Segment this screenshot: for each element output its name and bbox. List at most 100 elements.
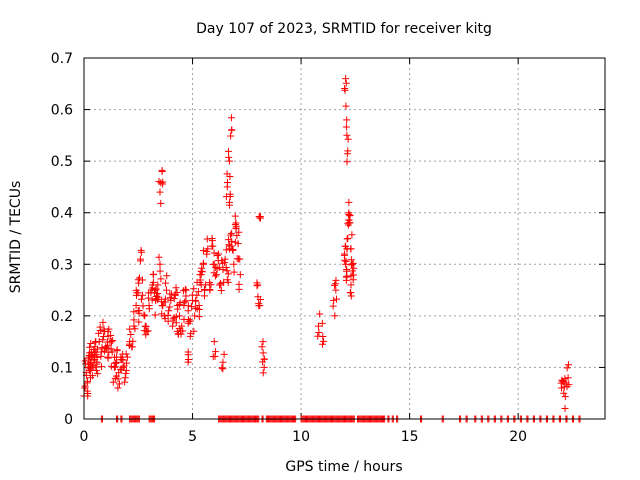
data-point xyxy=(347,288,355,296)
data-point xyxy=(87,374,95,382)
data-point xyxy=(94,370,102,378)
data-point xyxy=(171,290,179,298)
data-point xyxy=(92,366,100,374)
data-point xyxy=(220,350,228,358)
data-point xyxy=(223,179,231,187)
data-point xyxy=(132,302,140,310)
data-point xyxy=(346,212,354,220)
data-point xyxy=(259,338,267,346)
data-point xyxy=(169,322,177,330)
data-point xyxy=(332,286,340,294)
data-point xyxy=(172,313,180,321)
data-point xyxy=(206,286,214,294)
data-point xyxy=(260,355,268,363)
data-point xyxy=(199,259,207,267)
data-point xyxy=(119,356,127,364)
data-point xyxy=(561,405,569,413)
data-point xyxy=(92,350,100,358)
axis-ticks: 0 0.1 0.2 0.3 0.4 0.5 0.6 0.7 0 5 10 15 20 xyxy=(51,51,605,445)
data-point xyxy=(86,360,94,368)
data-point xyxy=(228,237,236,245)
data-point xyxy=(158,166,166,174)
data-point xyxy=(342,123,350,131)
data-point xyxy=(342,273,350,281)
data-point xyxy=(345,198,353,206)
data-point xyxy=(259,349,267,357)
data-point xyxy=(350,271,358,279)
data-point xyxy=(181,285,189,293)
data-point xyxy=(223,170,231,178)
data-point xyxy=(192,297,200,305)
data-point xyxy=(219,365,227,373)
data-point xyxy=(210,338,218,346)
data-point xyxy=(156,260,164,268)
data-point xyxy=(161,295,169,303)
data-point xyxy=(176,312,184,320)
y-tick-label: 0.1 xyxy=(51,360,73,376)
data-point xyxy=(343,116,351,124)
data-point xyxy=(195,306,203,314)
data-point xyxy=(343,235,351,243)
y-tick-label: 0.6 xyxy=(51,103,73,119)
data-point xyxy=(184,358,192,366)
data-point xyxy=(258,343,266,351)
data-point xyxy=(347,292,355,300)
data-point xyxy=(199,247,207,255)
data-point xyxy=(157,199,165,207)
data-point xyxy=(139,291,147,299)
data-point xyxy=(108,348,116,356)
data-point xyxy=(109,337,117,345)
data-point xyxy=(155,253,163,261)
data-point xyxy=(96,326,104,334)
data-point xyxy=(236,255,244,263)
data-point xyxy=(347,281,355,289)
data-point xyxy=(562,379,570,387)
data-point xyxy=(225,201,233,209)
data-point xyxy=(191,312,199,320)
plot-frame xyxy=(83,57,606,420)
data-point xyxy=(99,318,107,326)
y-tick-label: 0.4 xyxy=(51,206,73,222)
data-point xyxy=(341,85,349,93)
x-tick-label: 5 xyxy=(188,429,197,445)
data-point xyxy=(316,310,324,318)
data-point xyxy=(152,286,160,294)
data-point xyxy=(253,282,261,290)
data-point xyxy=(178,322,186,330)
data-point xyxy=(152,285,160,293)
y-tick-label: 0 xyxy=(64,412,73,428)
data-point xyxy=(135,309,143,317)
data-point xyxy=(219,358,227,366)
data-point xyxy=(122,369,130,377)
data-point xyxy=(121,374,129,382)
data-point xyxy=(172,284,180,292)
data-point xyxy=(230,260,238,268)
data-point xyxy=(121,378,129,386)
data-point xyxy=(343,150,351,158)
data-point xyxy=(119,363,127,371)
data-point xyxy=(137,295,145,303)
data-point xyxy=(211,272,219,280)
data-point xyxy=(193,291,201,299)
data-point xyxy=(155,177,163,185)
data-point xyxy=(118,355,126,363)
data-point xyxy=(225,157,233,165)
y-tick-label: 0.2 xyxy=(51,309,73,325)
data-point xyxy=(216,281,224,289)
data-point xyxy=(182,286,190,294)
data-point xyxy=(340,251,348,259)
chart-title: Day 107 of 2023, SRMTID for receiver kit… xyxy=(196,21,492,37)
data-point xyxy=(174,330,182,338)
data-point xyxy=(151,311,159,319)
data-point xyxy=(152,296,160,304)
data-point xyxy=(563,364,571,372)
data-point xyxy=(157,275,165,283)
data-point xyxy=(217,286,225,294)
data-point xyxy=(123,359,131,367)
data-point xyxy=(113,353,121,361)
data-point xyxy=(99,336,107,344)
data-point xyxy=(175,301,183,309)
data-point xyxy=(128,343,136,351)
data-point xyxy=(218,364,226,372)
